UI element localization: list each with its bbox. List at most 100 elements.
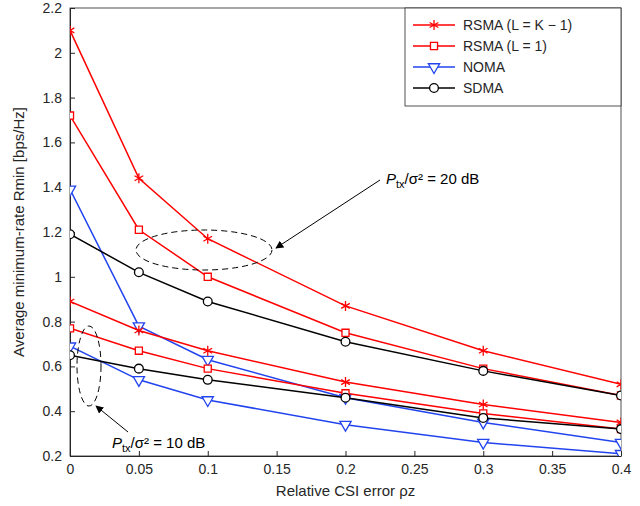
tick-mark: [483, 451, 484, 456]
tick-mark: [70, 8, 75, 9]
marker: [135, 173, 144, 183]
legend-label: RSMA (L = K − 1): [463, 17, 572, 33]
tick-mark: [414, 451, 415, 456]
tick-label: 0.15: [264, 461, 291, 477]
tick: 0.05: [126, 451, 153, 477]
tick-label: 0.05: [126, 461, 153, 477]
tick-mark: [70, 456, 75, 457]
marker: [479, 367, 488, 376]
tick-label: 1: [54, 269, 62, 285]
x-axis-title: Relative CSI error ρz: [276, 482, 415, 499]
marker: [135, 347, 142, 354]
series-line: [70, 301, 621, 422]
marker: [341, 377, 350, 387]
tick-label: 0.6: [43, 358, 63, 374]
marker: [340, 421, 351, 431]
series: [70, 325, 621, 433]
tick: 0.1: [199, 451, 219, 477]
annotation-text: Ptx/σ² = 10 dB: [112, 434, 205, 454]
tick: 1.2: [43, 224, 75, 240]
tick-label: 1.2: [43, 224, 63, 240]
tick-mark: [139, 451, 140, 456]
tick-mark: [70, 322, 75, 323]
marker: [135, 326, 144, 336]
tick-label: 1.6: [43, 134, 63, 150]
marker: [478, 439, 489, 449]
marker: [341, 393, 350, 402]
series-line: [70, 116, 621, 396]
plot-frame: [70, 8, 621, 456]
tick: 0.35: [539, 451, 566, 477]
tick-label: 0.4: [43, 403, 63, 419]
marker: [70, 351, 74, 360]
marker: [615, 451, 621, 456]
series: [70, 112, 621, 399]
tick-mark: [70, 411, 75, 412]
annotations: Ptx/σ² = 20 dBPtx/σ² = 10 dB: [77, 170, 479, 454]
marker: [135, 226, 142, 233]
marker: [70, 230, 74, 239]
marker: [617, 425, 621, 434]
tick-label: 0.35: [539, 461, 566, 477]
tick-label: 0: [67, 461, 75, 477]
series-line: [70, 328, 621, 429]
legend-label: NOMA: [463, 59, 506, 75]
marker: [202, 397, 213, 407]
tick-mark: [70, 53, 75, 54]
tick-mark: [208, 451, 209, 456]
tick: 0.2: [43, 448, 75, 464]
marker: [70, 296, 74, 306]
tick: 0.6: [43, 358, 75, 374]
legend-label: SDMA: [463, 80, 504, 96]
marker: [341, 301, 350, 311]
legend-label: RSMA (L = 1): [463, 38, 547, 54]
marker: [617, 379, 621, 389]
marker: [203, 375, 212, 384]
marker: [203, 234, 212, 244]
y-axis-title: Average minimum-rate Rmin [bps/Hz]: [10, 107, 27, 357]
marker: [479, 346, 488, 356]
tick-label: 0.2: [43, 448, 63, 464]
y-axis: 0.2 0.4 0.6 0.8 1 1.2 1.4 1.6 1.8 2 2.2: [43, 0, 75, 464]
marker: [204, 365, 211, 372]
tick: 0.2: [336, 451, 356, 477]
tick: 0.15: [264, 451, 291, 477]
marker: [341, 337, 350, 346]
tick: 1.8: [43, 90, 75, 106]
marker: [203, 346, 212, 356]
series: [70, 343, 621, 456]
tick-mark: [552, 451, 553, 456]
annotation-ellipse: [136, 230, 272, 270]
tick-mark: [70, 366, 75, 367]
tick-mark: [70, 277, 75, 278]
tick: 0.4: [43, 403, 75, 419]
tick-mark: [621, 451, 622, 456]
annotation-arrow: [96, 406, 128, 432]
tick: 2.2: [43, 0, 75, 16]
tick-label: 2.2: [43, 0, 63, 16]
marker: [135, 268, 144, 277]
tick-label: 1.8: [43, 90, 63, 106]
tick: 1.4: [43, 179, 75, 195]
tick-label: 0.3: [474, 461, 494, 477]
legend-marker: [430, 84, 439, 93]
marker: [70, 112, 74, 119]
tick-label: 0.25: [401, 461, 428, 477]
series-line: [70, 189, 621, 442]
marker: [342, 329, 349, 336]
marker: [617, 391, 621, 400]
marker: [203, 297, 212, 306]
tick-label: 2: [54, 45, 62, 61]
marker: [615, 439, 621, 449]
tick: 1: [54, 269, 75, 285]
series: [70, 230, 621, 400]
marker: [617, 392, 621, 399]
marker: [479, 414, 488, 423]
marker: [70, 25, 74, 35]
tick-label: 0.8: [43, 314, 63, 330]
series-line: [70, 346, 621, 454]
tick: 0.4: [612, 451, 632, 477]
tick: 0.25: [401, 451, 428, 477]
tick: 1.6: [43, 134, 75, 150]
tick-label: 0.4: [612, 461, 632, 477]
